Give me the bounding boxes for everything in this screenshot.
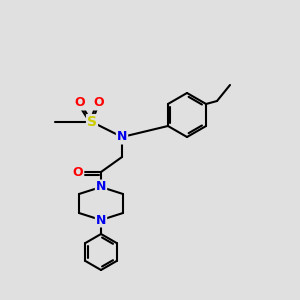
Text: O: O	[75, 97, 85, 110]
Text: N: N	[96, 214, 106, 226]
Text: O: O	[94, 97, 104, 110]
Text: N: N	[96, 181, 106, 194]
Text: O: O	[73, 166, 83, 178]
Text: N: N	[117, 130, 127, 143]
Text: S: S	[87, 115, 97, 129]
